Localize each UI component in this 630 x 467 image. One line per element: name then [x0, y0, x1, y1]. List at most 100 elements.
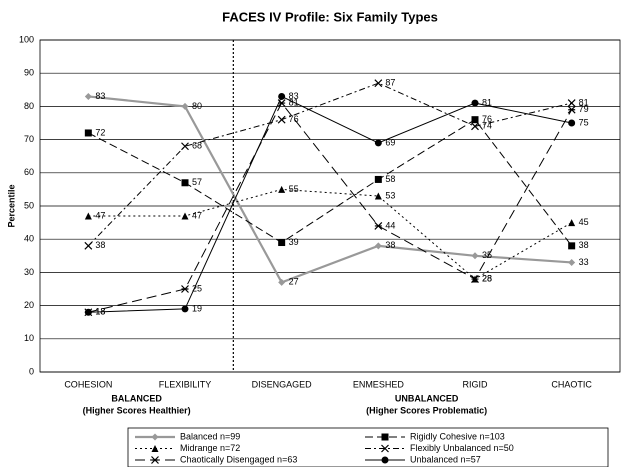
- point: [181, 102, 189, 110]
- y-tick-label: 100: [19, 34, 34, 44]
- series-line: [88, 119, 573, 247]
- data-label: 28: [482, 273, 492, 283]
- x-tick-label: CHAOTIC: [551, 379, 592, 389]
- point: [568, 219, 576, 227]
- group-label: BALANCED: [111, 393, 162, 403]
- point: [567, 99, 576, 108]
- y-tick-label: 40: [24, 234, 34, 244]
- point: [278, 239, 286, 247]
- x-tick-label: COHESION: [64, 379, 112, 389]
- x-tick-label: ENMESHED: [353, 379, 405, 389]
- y-tick-label: 20: [24, 300, 34, 310]
- group-sublabel: (Higher Scores Healthier): [83, 405, 191, 415]
- point: [374, 79, 383, 88]
- point: [277, 115, 286, 124]
- point: [471, 116, 479, 124]
- y-tick-label: 90: [24, 68, 34, 78]
- data-label: 69: [385, 137, 395, 147]
- data-label: 81: [579, 97, 589, 107]
- data-label: 80: [192, 101, 202, 111]
- y-tick-label: 0: [29, 366, 34, 376]
- series-line: [88, 102, 573, 313]
- data-label: 33: [579, 257, 589, 267]
- legend-marker: [381, 444, 389, 453]
- point: [181, 212, 189, 220]
- series-line: [88, 188, 572, 280]
- data-label: 38: [385, 240, 395, 250]
- data-label: 83: [289, 91, 299, 101]
- point: [84, 92, 92, 100]
- point: [567, 105, 576, 114]
- data-label: 74: [482, 121, 492, 131]
- data-label: 79: [579, 104, 589, 114]
- point: [568, 258, 576, 266]
- data-label: 45: [579, 217, 589, 227]
- series-line: [88, 95, 572, 313]
- legend-marker: [151, 445, 159, 452]
- point: [568, 119, 576, 127]
- data-label: 28: [482, 273, 492, 283]
- legend-marker: [151, 456, 159, 464]
- point: [278, 92, 286, 100]
- data-label: 58: [385, 174, 395, 184]
- y-tick-label: 80: [24, 101, 34, 111]
- point: [84, 129, 92, 137]
- data-label: 38: [579, 240, 589, 250]
- point: [181, 285, 189, 293]
- data-label: 25: [192, 283, 202, 293]
- point: [278, 278, 286, 286]
- data-label: 75: [579, 117, 589, 127]
- data-label: 47: [192, 210, 202, 220]
- legend-marker: [151, 433, 159, 441]
- legend-label: Unbalanced n=57: [410, 454, 481, 464]
- legend-label: Chaotically Disengaged n=63: [180, 454, 297, 464]
- data-label: 53: [385, 190, 395, 200]
- point: [374, 221, 383, 230]
- y-tick-label: 60: [24, 167, 34, 177]
- point: [471, 122, 479, 131]
- legend-marker: [381, 456, 389, 464]
- data-label: 18: [95, 307, 105, 317]
- data-label: 35: [482, 250, 492, 260]
- point: [181, 179, 189, 187]
- data-label: 76: [482, 114, 492, 124]
- point: [84, 241, 93, 250]
- data-label: 47: [95, 210, 105, 220]
- data-label: 27: [289, 277, 299, 287]
- chart-title: FACES IV Profile: Six Family Types: [222, 9, 438, 24]
- point: [278, 185, 286, 193]
- point: [471, 252, 479, 260]
- data-label: 19: [192, 303, 202, 313]
- point: [84, 308, 92, 316]
- data-label: 57: [192, 177, 202, 187]
- y-tick-label: 50: [24, 200, 34, 210]
- point: [471, 275, 479, 283]
- point: [374, 175, 382, 183]
- group-label: UNBALANCED: [395, 393, 459, 403]
- point: [568, 242, 576, 250]
- legend-marker: [381, 433, 389, 441]
- legend-label: Rigidly Cohesive n=103: [410, 431, 505, 441]
- point: [374, 192, 382, 200]
- point: [374, 139, 382, 147]
- data-label: 81: [482, 97, 492, 107]
- y-tick-label: 70: [24, 134, 34, 144]
- data-label: 72: [95, 127, 105, 137]
- group-sublabel: (Higher Scores Problematic): [366, 405, 487, 415]
- data-label: 87: [385, 78, 395, 88]
- point: [84, 212, 92, 220]
- data-label: 38: [95, 240, 105, 250]
- y-axis-label: Percentile: [6, 184, 16, 227]
- series-line: [87, 82, 572, 247]
- point: [374, 242, 382, 250]
- data-label: 44: [385, 220, 395, 230]
- point: [471, 99, 479, 107]
- point: [181, 305, 189, 313]
- data-label: 55: [289, 184, 299, 194]
- y-tick-label: 10: [24, 333, 34, 343]
- data-label: 68: [192, 141, 202, 151]
- x-tick-label: RIGID: [462, 379, 488, 389]
- legend-label: Balanced n=99: [180, 431, 240, 441]
- legend-box: [127, 427, 609, 467]
